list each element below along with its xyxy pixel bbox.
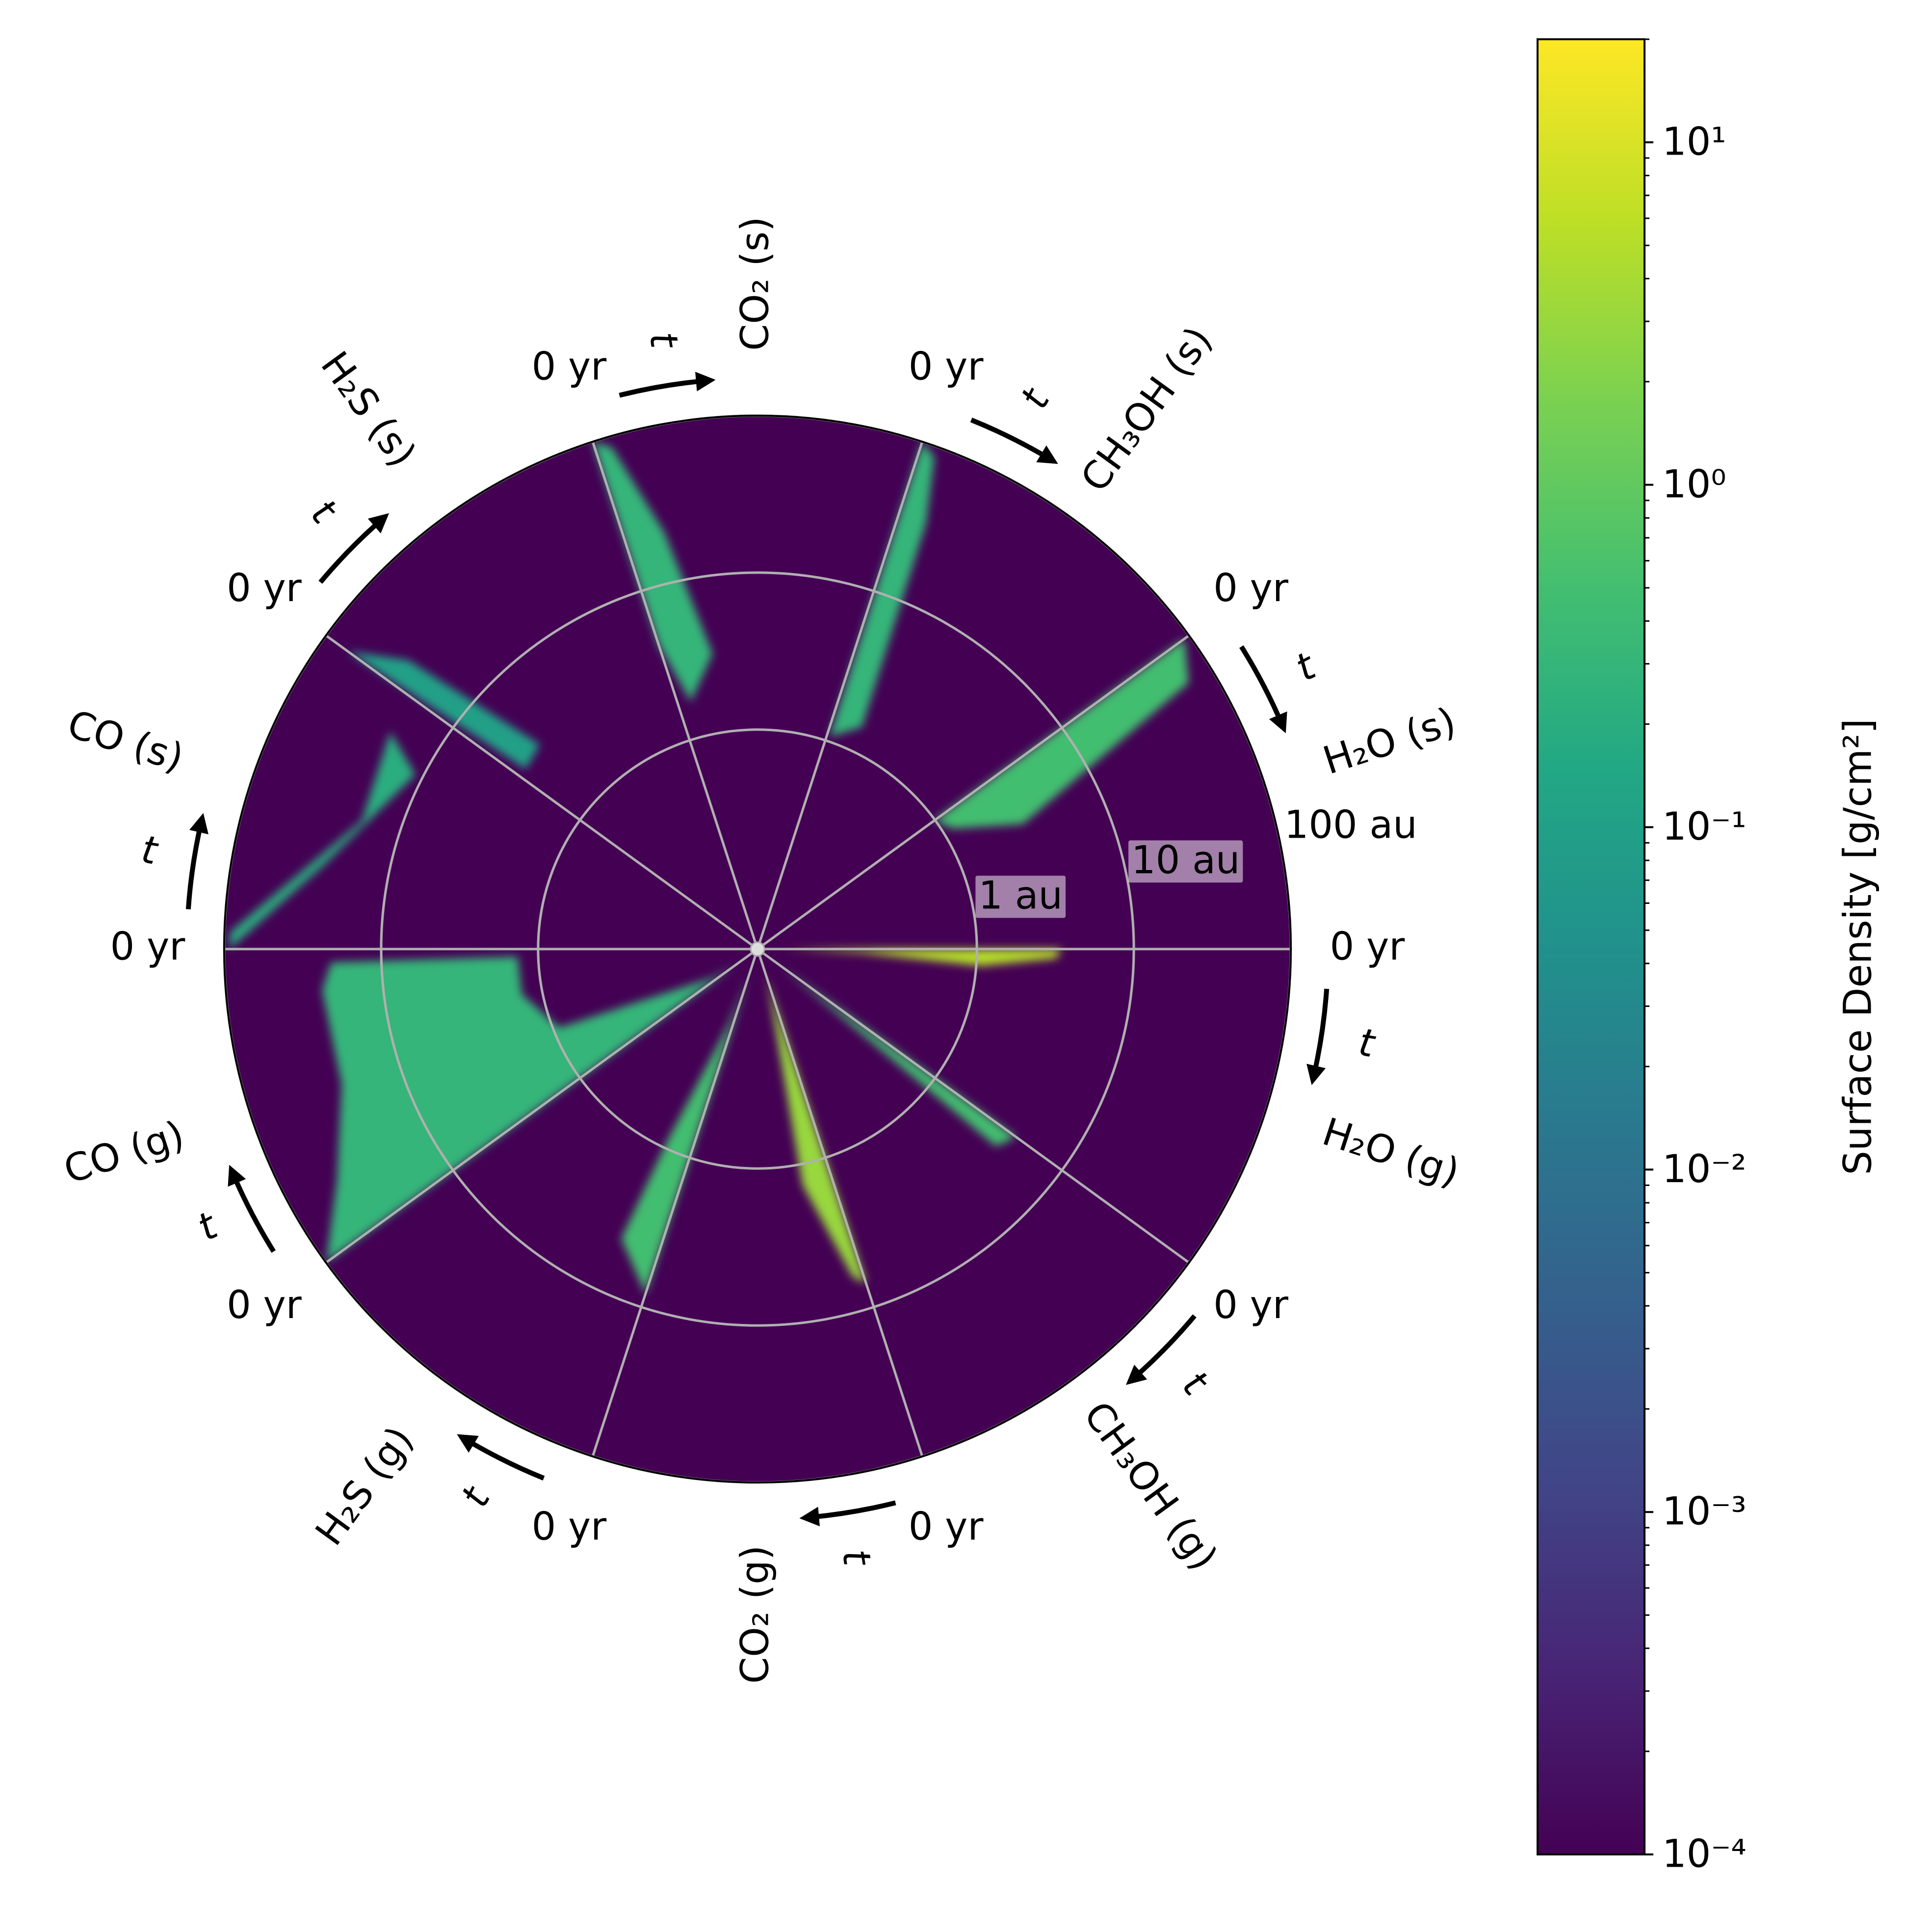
time-start-label: 0 yr: [227, 1283, 302, 1327]
label-box: [975, 875, 1066, 918]
time-arrow: [185, 813, 209, 910]
sector-label: CO (g): [59, 1112, 190, 1192]
radial-tick-label: 10 au: [1131, 839, 1240, 883]
sector-divider: [325, 948, 758, 1264]
sector-label: CH₃OH (s): [1072, 319, 1221, 500]
center-marker: [750, 941, 765, 957]
polar-spine: [223, 415, 1292, 1483]
sector-divider: [757, 635, 1190, 951]
sector-label: CO₂ (s): [733, 216, 777, 350]
sector-label: H₂S (s): [312, 344, 424, 475]
sector-divider: [756, 949, 924, 1457]
colorbar-tick-label: 10⁻²: [1662, 1147, 1747, 1191]
sector-divider: [756, 441, 924, 950]
surface-density-plume: [229, 732, 416, 949]
time-axis-label: t: [138, 827, 161, 873]
surface-density-plume: [934, 638, 1189, 829]
surface-density-plume: [779, 964, 1017, 1146]
sector-divider: [757, 948, 1190, 1264]
time-start-label: 0 yr: [532, 344, 607, 389]
time-axis-label: t: [191, 1203, 225, 1250]
time-arrow: [457, 1434, 545, 1481]
surface-density-plume: [322, 956, 736, 1263]
colorbar-tick-label: 10⁰: [1662, 462, 1726, 506]
surface-density-plume: [829, 442, 935, 737]
sector-label: CO₂ (g): [733, 1545, 777, 1684]
surface-density-plume: [347, 651, 540, 769]
colorbar-tick-label: 10⁻³: [1662, 1490, 1747, 1534]
sector-label: CO (s): [62, 702, 189, 780]
radial-tick-label: 100 au: [1284, 803, 1417, 847]
time-start-label: 0 yr: [227, 566, 302, 610]
time-axis-label: t: [1289, 644, 1323, 690]
time-arrow: [228, 1164, 276, 1253]
time-start-label: 0 yr: [1213, 566, 1289, 610]
sector-label: H₂O (g): [1317, 1110, 1464, 1195]
surface-density-plume: [621, 974, 750, 1294]
time-start-label: 0 yr: [1213, 1283, 1289, 1327]
sector-divider: [591, 441, 759, 950]
label-box: [1128, 840, 1243, 883]
time-arrow: [1306, 988, 1330, 1085]
time-axis-label: t: [1174, 1362, 1217, 1405]
time-arrow: [619, 371, 716, 398]
colorbar-scale: [1537, 38, 1645, 1855]
time-arrow: [1239, 645, 1287, 734]
time-axis-label: t: [302, 491, 345, 533]
sector-label: H₂S (g): [307, 1419, 422, 1554]
colorbar: 10⁻⁴ 10⁻³ 10⁻² 10⁻¹ 10⁰ 10¹ Surface Density [g…: [1537, 38, 1880, 1876]
time-axis-label: t: [640, 329, 686, 352]
time-start-label: 0 yr: [110, 925, 186, 969]
time-start-label: 0 yr: [532, 1505, 607, 1549]
time-axis-label: t: [833, 1547, 879, 1570]
surface-density-plume: [593, 442, 713, 702]
time-axis-label: t: [1356, 1020, 1379, 1066]
time-arrow: [1125, 1314, 1197, 1385]
surface-density-plume: [784, 949, 1062, 966]
radial-tick-label: 1 au: [978, 874, 1063, 918]
time-axis-label: t: [453, 1480, 499, 1514]
sector-label: H₂O (s): [1318, 699, 1461, 783]
colorbar-label: Surface Density [g/cm²]: [1836, 718, 1880, 1175]
colorbar-tick-label: 10⁻¹: [1662, 805, 1747, 849]
time-axis-label: t: [1012, 381, 1059, 416]
time-arrow: [318, 513, 390, 584]
colorbar-tick-label: 10⁻⁴: [1662, 1832, 1747, 1876]
time-start-label: 0 yr: [909, 1505, 984, 1549]
sector-divider: [591, 949, 759, 1457]
time-arrow: [970, 418, 1058, 464]
colorbar-tick-label: 10¹: [1662, 120, 1726, 164]
time-start-label: 0 yr: [909, 344, 984, 389]
sector-divider: [325, 635, 758, 951]
time-start-label: 0 yr: [1330, 925, 1406, 969]
sector-label: CH₃OH (g): [1075, 1394, 1226, 1578]
time-arrow: [799, 1500, 896, 1527]
